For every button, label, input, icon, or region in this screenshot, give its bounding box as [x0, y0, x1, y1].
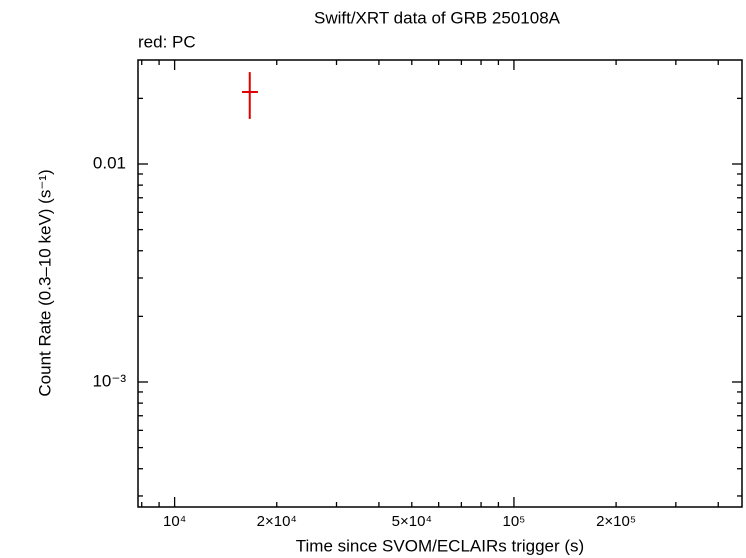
x-axis-label: Time since SVOM/ECLAIRs trigger (s) — [296, 536, 584, 555]
x-tick-label: 2×10⁴ — [257, 513, 297, 530]
x-tick-label: 5×10⁴ — [392, 513, 432, 530]
y-tick-label: 0.01 — [93, 153, 126, 172]
x-tick-label: 10⁵ — [502, 513, 525, 530]
y-axis-label: Count Rate (0.3–10 keV) (s⁻¹) — [35, 169, 54, 396]
chart-title: Swift/XRT data of GRB 250108A — [314, 8, 561, 27]
x-tick-label: 2×10⁵ — [596, 513, 636, 530]
plot-frame — [137, 59, 743, 508]
chart-subtitle: red: PC — [138, 32, 196, 51]
y-tick-label: 10⁻³ — [92, 371, 126, 390]
x-tick-label: 10⁴ — [163, 513, 186, 530]
